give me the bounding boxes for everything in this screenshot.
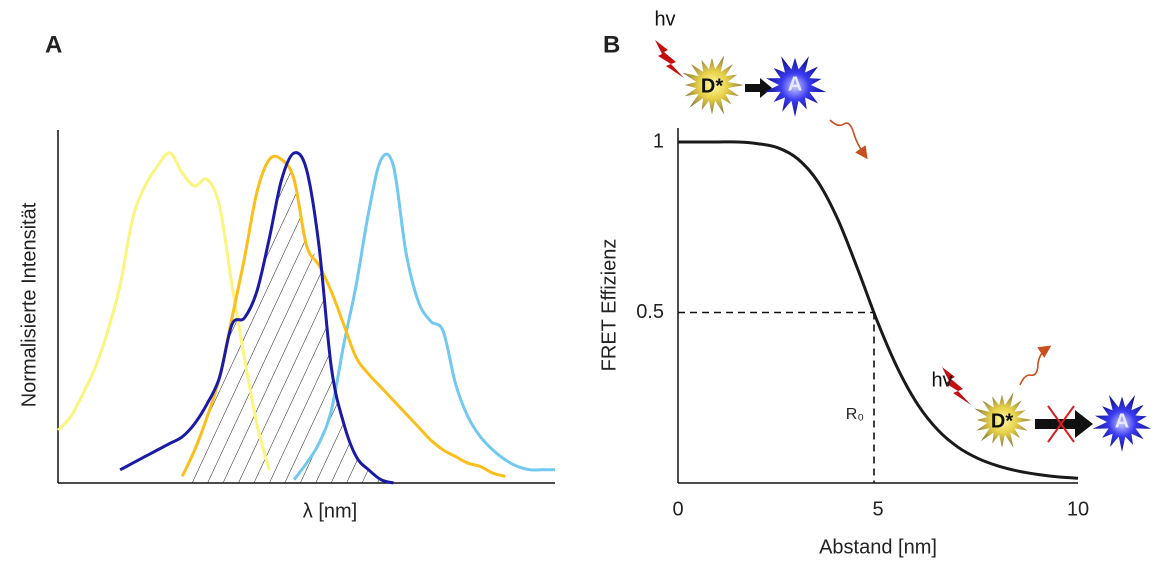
y-axis-label: Normalisierte Intensität <box>18 202 40 407</box>
x-axis-label: Abstand [nm] <box>819 536 937 558</box>
x-tick-label: 5 <box>872 498 883 520</box>
molecule-star <box>763 56 827 117</box>
molecule-star <box>974 392 1032 448</box>
overlap-hatch <box>182 171 394 483</box>
spectrum-line <box>678 140 1079 480</box>
emission-arrow <box>829 119 868 160</box>
panel-label: B <box>603 31 620 58</box>
donor-label: D* <box>991 410 1013 432</box>
acceptor-label: A <box>788 73 802 95</box>
x-axis-label: λ [nm] <box>303 500 357 522</box>
molecule-star <box>682 55 744 115</box>
x-tick-label: 10 <box>1067 498 1089 520</box>
spectrum-line <box>292 152 555 481</box>
y-tick-label: 0.5 <box>636 301 664 323</box>
y-tick-label: 1 <box>653 130 664 152</box>
cross <box>1047 405 1075 443</box>
acceptor-label: A <box>1115 410 1129 432</box>
y-axis-label: FRET Effizienz <box>598 239 620 372</box>
lightning <box>655 40 684 78</box>
spectrum-line <box>180 154 506 478</box>
transfer-arrow <box>745 78 772 98</box>
emission-arrow <box>1019 345 1052 386</box>
donor-label: D* <box>701 75 723 97</box>
spectrum-line <box>119 151 394 485</box>
transfer-arrow <box>1035 410 1093 438</box>
hv-label: hv <box>654 8 675 30</box>
x-tick-label: 0 <box>672 498 683 520</box>
panel-label: A <box>45 31 62 58</box>
molecule-star <box>1092 395 1152 452</box>
lightning <box>942 367 971 405</box>
r0-label: R₀ <box>846 406 864 423</box>
hv-label: hv <box>931 369 952 391</box>
